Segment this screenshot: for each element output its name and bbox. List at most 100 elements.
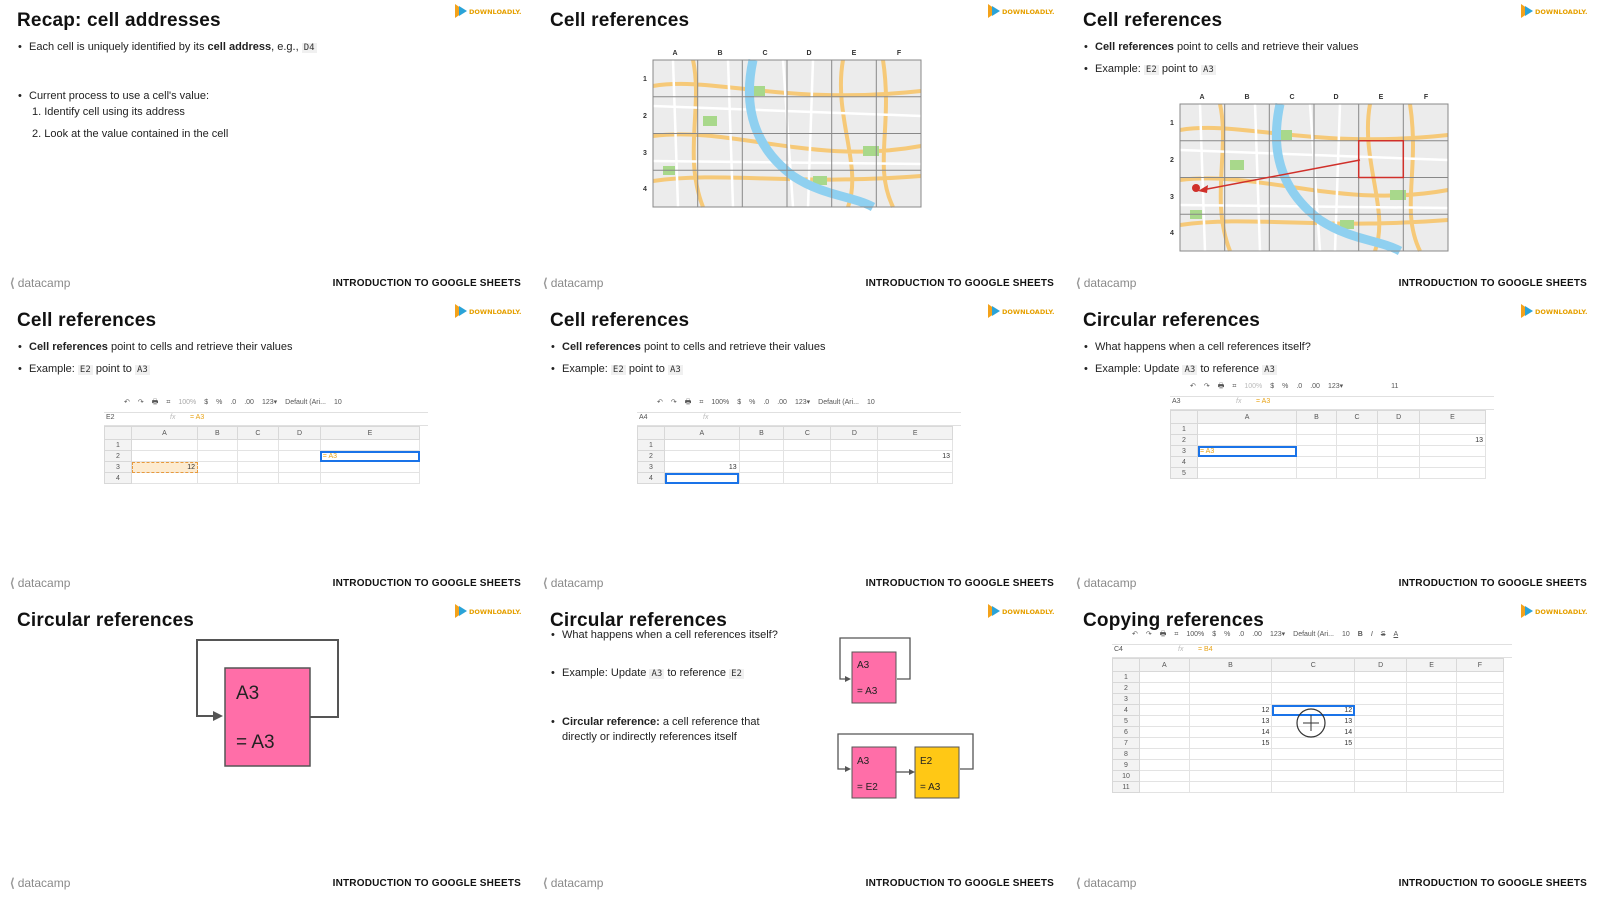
increase-decimal-button[interactable]: .00 xyxy=(244,399,254,406)
name-box[interactable]: C4 xyxy=(1114,646,1123,653)
cell-a3[interactable]: 12 xyxy=(130,461,199,473)
currency-button[interactable]: $ xyxy=(1212,631,1217,638)
font-select[interactable]: Default (Ari... xyxy=(818,399,859,406)
downloadly-logo: DOWNLOADLY.IR xyxy=(988,304,1054,318)
col-label: D xyxy=(806,50,811,57)
slide-recap-cell-addresses: Recap: cell addresses DOWNLOADLY.IR •Eac… xyxy=(0,0,533,299)
format-select[interactable]: 123▾ xyxy=(1327,383,1344,390)
slide-title: Cell references xyxy=(1083,10,1223,31)
increase-decimal-button[interactable]: .00 xyxy=(777,399,787,406)
formula-bar: C4 fx = B4 xyxy=(1112,644,1512,658)
zoom-select[interactable]: 100% xyxy=(1244,383,1263,390)
text-color-button[interactable]: A xyxy=(1393,631,1399,638)
cell-box-a3 xyxy=(224,667,311,767)
cell-b7[interactable]: 15 xyxy=(1188,737,1273,749)
name-box[interactable]: A4 xyxy=(639,414,648,421)
svg-text:A3: A3 xyxy=(857,660,870,671)
cell-e2[interactable]: 13 xyxy=(1418,434,1487,446)
currency-button[interactable]: $ xyxy=(1270,383,1275,390)
redo-icon[interactable]: ↷ xyxy=(670,399,677,406)
font-size-select[interactable]: 10 xyxy=(867,399,875,406)
slide-title: Recap: cell addresses xyxy=(17,10,221,31)
name-box[interactable]: E2 xyxy=(106,414,115,421)
italic-button[interactable]: I xyxy=(1370,631,1373,638)
paint-format-icon[interactable]: ⌗ xyxy=(699,399,704,406)
paint-format-icon[interactable]: ⌗ xyxy=(166,399,171,406)
svg-text:DOWNLOADLY.IR: DOWNLOADLY.IR xyxy=(469,608,521,616)
font-size-select[interactable]: 11 xyxy=(1391,383,1399,390)
print-icon[interactable]: 🖶 xyxy=(1217,383,1225,390)
cell-b4[interactable]: 12 xyxy=(1188,704,1273,716)
formula-input[interactable]: = B4 xyxy=(1198,646,1213,653)
currency-button[interactable]: $ xyxy=(204,399,209,406)
sheet-toolbar: ↶ ↷ 🖶 ⌗ 100% $% .0 .00 123▾ Default (Ari... 10 xyxy=(104,398,428,412)
cell-e2[interactable]: = A3 xyxy=(319,450,421,462)
font-select[interactable]: Default (Ari... xyxy=(1293,631,1334,638)
increase-decimal-button[interactable]: .00 xyxy=(1310,383,1320,390)
print-icon[interactable]: 🖶 xyxy=(684,399,692,406)
col-label: B xyxy=(717,50,722,57)
course-title: INTRODUCTION TO GOOGLE SHEETS xyxy=(865,278,1054,289)
cell-e2[interactable]: 13 xyxy=(877,450,953,462)
formula-input[interactable]: = A3 xyxy=(1256,398,1271,405)
formula-bar: E2 fx = A3 xyxy=(104,412,428,426)
datacamp-logo: ⟨ datacamp xyxy=(10,276,71,290)
print-icon[interactable]: 🖶 xyxy=(151,399,159,406)
svg-text:4: 4 xyxy=(1170,230,1174,237)
slide-title: Circular references xyxy=(1083,310,1261,331)
decrease-decimal-button[interactable]: .0 xyxy=(230,399,237,406)
decrease-decimal-button[interactable]: .0 xyxy=(1238,631,1245,638)
downloadly-logo: DOWNLOADLY.IR xyxy=(455,4,521,18)
undo-icon[interactable]: ↶ xyxy=(657,399,663,406)
undo-icon[interactable]: ↶ xyxy=(124,399,130,406)
formula-input[interactable]: = A3 xyxy=(190,414,205,421)
bold-button[interactable]: B xyxy=(1357,631,1363,638)
percent-button[interactable]: % xyxy=(749,399,756,406)
paint-format-icon[interactable]: ⌗ xyxy=(1232,383,1237,390)
slide-cell-references-sheet-formula: Cell references DOWNLOADLY.IR •Cell refe… xyxy=(0,300,533,599)
zoom-select[interactable]: 100% xyxy=(1186,631,1205,638)
redo-icon[interactable]: ↷ xyxy=(137,399,144,406)
currency-button[interactable]: $ xyxy=(737,399,742,406)
cell-b6[interactable]: 14 xyxy=(1188,726,1273,738)
font-size-select[interactable]: 10 xyxy=(1342,631,1350,638)
bullet-definition: • Cell references point to cells and retr… xyxy=(551,341,826,353)
spreadsheet-snippet: ↶ ↷ 🖶 ⌗ 100% $% .0 .00 123▾ Default (Ari... 10 A4 … xyxy=(637,398,961,484)
percent-button[interactable]: % xyxy=(216,399,223,406)
undo-icon[interactable]: ↶ xyxy=(1132,631,1138,638)
cell-box-a3-self xyxy=(851,651,897,704)
percent-button[interactable]: % xyxy=(1282,383,1289,390)
cell-a3[interactable]: 13 xyxy=(664,461,740,473)
format-select[interactable]: 123▾ xyxy=(261,399,278,406)
print-icon[interactable]: 🖶 xyxy=(1159,631,1167,638)
downloadly-logo: DOWNLOADLY.IR xyxy=(988,4,1054,18)
undo-icon[interactable]: ↶ xyxy=(1190,383,1196,390)
paint-format-icon[interactable]: ⌗ xyxy=(1174,631,1179,638)
location-pin-icon xyxy=(1192,184,1200,192)
font-size-select[interactable]: 10 xyxy=(334,399,342,406)
course-title: INTRODUCTION TO GOOGLE SHEETS xyxy=(332,278,521,289)
format-select[interactable]: 123▾ xyxy=(1269,631,1286,638)
svg-text:3: 3 xyxy=(1170,194,1174,201)
font-select[interactable]: Default (Ari... xyxy=(285,399,326,406)
cell-box-e2 xyxy=(914,746,960,799)
cell-b5[interactable]: 13 xyxy=(1188,715,1273,727)
zoom-select[interactable]: 100% xyxy=(178,399,197,406)
svg-text:DOWNLOADLY.IR: DOWNLOADLY.IR xyxy=(469,308,521,316)
format-select[interactable]: 123▾ xyxy=(794,399,811,406)
cell-a3[interactable]: = A3 xyxy=(1196,445,1298,457)
cell-a4[interactable] xyxy=(664,472,740,484)
zoom-select[interactable]: 100% xyxy=(711,399,730,406)
strikethrough-button[interactable]: S xyxy=(1380,631,1386,638)
increase-decimal-button[interactable]: .00 xyxy=(1252,631,1262,638)
row-label: 2 xyxy=(643,113,647,120)
redo-icon[interactable]: ↷ xyxy=(1203,383,1210,390)
percent-button[interactable]: % xyxy=(1224,631,1231,638)
decrease-decimal-button[interactable]: .0 xyxy=(763,399,770,406)
name-box[interactable]: A3 xyxy=(1172,398,1181,405)
redo-icon[interactable]: ↷ xyxy=(1145,631,1152,638)
formula-bar: A4 fx xyxy=(637,412,961,426)
decrease-decimal-button[interactable]: .0 xyxy=(1296,383,1303,390)
city-map-grid: A B C D E F 1 2 3 4 xyxy=(643,50,922,212)
svg-text:= E2: = E2 xyxy=(857,782,878,793)
